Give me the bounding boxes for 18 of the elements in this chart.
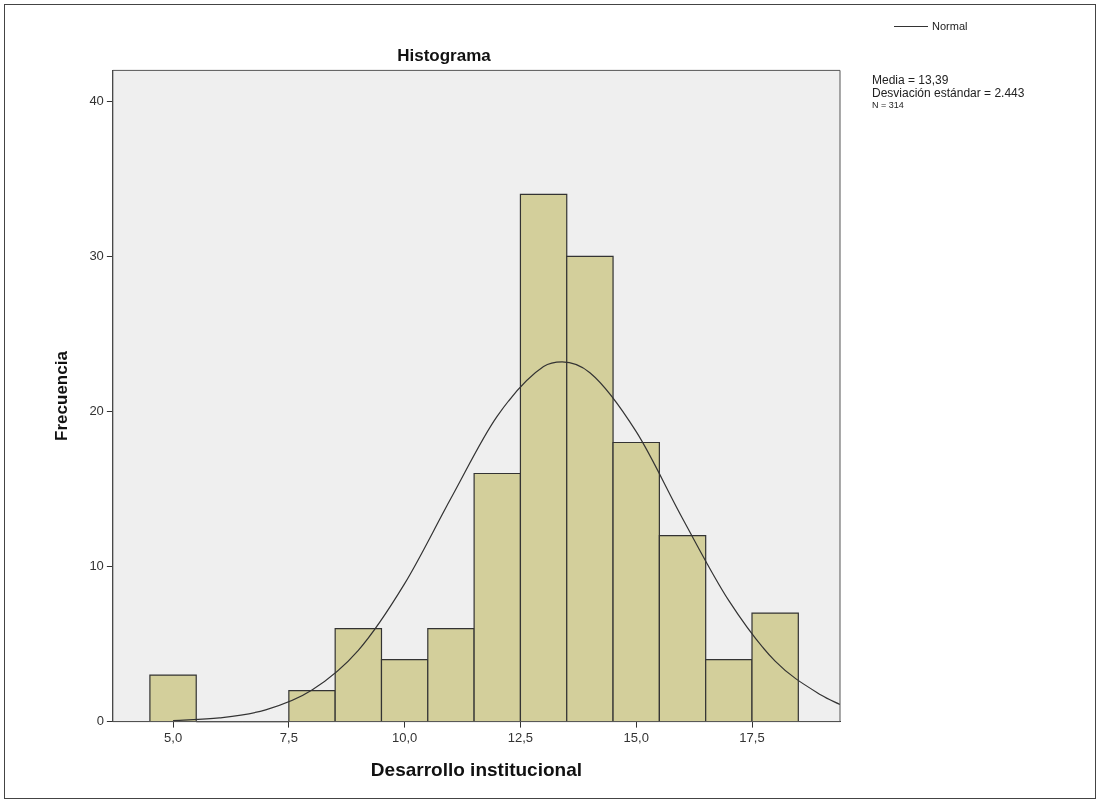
y-tick-label: 10 [89, 558, 104, 574]
y-tick-label: 30 [89, 248, 104, 264]
text: Desviación estándar = 2.443 [872, 86, 1026, 100]
x-tick-label: 7,5 [279, 729, 298, 745]
y-tick-label: 40 [89, 92, 104, 108]
x-tick-label: 5,0 [164, 729, 183, 745]
chart-title: Histograma [397, 45, 492, 65]
legend-label: Normal [932, 20, 968, 32]
y-tick-label: 20 [89, 403, 104, 419]
x-tick-label: 12,5 [507, 729, 534, 745]
y-axis-title: Frecuencia [51, 350, 71, 441]
x-tick-label: 17,5 [739, 729, 765, 745]
x-tick-label: 10,0 [391, 729, 418, 745]
text: N = 314 [872, 100, 905, 110]
x-axis-title: Desarrollo institucional [370, 758, 583, 780]
y-tick-label: 0 [96, 713, 104, 729]
text: Media = 13,39 [872, 73, 950, 87]
x-tick-label: 15,0 [623, 729, 649, 745]
